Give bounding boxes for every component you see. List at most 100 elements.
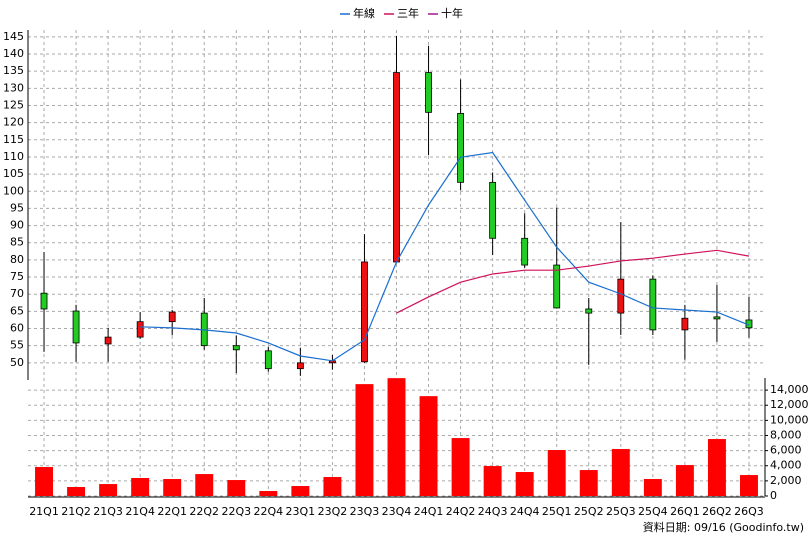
x-tick-label: 25Q2 — [574, 505, 604, 518]
legend-label: 年線 — [353, 6, 375, 20]
x-tick-label: 23Q4 — [382, 505, 412, 518]
candle-body — [713, 316, 721, 320]
volume-bar — [483, 466, 502, 496]
candle-body — [296, 362, 304, 370]
candle-body — [585, 308, 593, 314]
x-tick-label: 22Q1 — [157, 505, 187, 518]
volume-bar — [35, 467, 53, 496]
x-tick-label: 21Q4 — [125, 505, 155, 518]
candle-body — [521, 237, 529, 266]
x-tick-label: 22Q2 — [189, 505, 219, 518]
y2-tick-label: 2,000 — [770, 474, 802, 487]
candle-body — [361, 261, 368, 363]
y2-tick-label: 6,000 — [770, 444, 802, 457]
volume-bar — [195, 474, 214, 496]
y-tick-label: 85 — [10, 236, 24, 249]
volume-bar — [259, 491, 278, 496]
y2-tick-label: 12,000 — [770, 398, 808, 411]
x-tick-label: 25Q1 — [542, 505, 572, 518]
volume-bar — [611, 449, 630, 496]
volume-bar — [515, 472, 534, 496]
volume-bar — [451, 438, 470, 496]
y-tick-label: 115 — [3, 133, 24, 146]
x-tick-label: 25Q4 — [638, 505, 668, 518]
x-tick-label: 24Q4 — [510, 505, 540, 518]
volume-bar — [355, 384, 374, 496]
source-note: 資料日期: 09/16 (Goodinfo.tw) — [643, 520, 804, 534]
y2-tick-label: 0 — [770, 489, 777, 502]
volume-bar — [707, 439, 726, 496]
volume-bar — [547, 450, 566, 496]
x-tick-label: 24Q3 — [478, 505, 508, 518]
x-tick-label: 23Q2 — [318, 505, 348, 518]
y2-tick-label: 14,000 — [770, 383, 808, 396]
candle-body — [232, 345, 240, 351]
volume-bar — [675, 465, 694, 496]
y-tick-label: 55 — [10, 339, 24, 352]
candle-body — [264, 350, 272, 370]
candle-body — [136, 321, 144, 338]
y-tick-label: 65 — [10, 304, 24, 317]
legend-label: 三年 — [397, 6, 419, 20]
x-tick-label: 26Q1 — [670, 505, 700, 518]
candle-body — [681, 317, 689, 331]
candle-body — [553, 264, 561, 309]
y-tick-label: 140 — [3, 47, 24, 60]
candle-body — [425, 72, 432, 113]
legend-label: 十年 — [441, 6, 463, 20]
candle-body — [393, 72, 400, 263]
x-tick-label: 26Q3 — [734, 505, 764, 518]
candle-body — [168, 311, 176, 323]
x-tick-label: 21Q1 — [29, 505, 59, 518]
line-series — [140, 151, 750, 362]
line-series — [396, 249, 750, 314]
candle-body — [457, 112, 464, 183]
x-tick-label: 22Q4 — [253, 505, 283, 518]
volume-bar — [643, 479, 662, 496]
volume-bar — [291, 486, 310, 496]
candle-body — [489, 181, 497, 239]
volume-bar — [419, 396, 438, 496]
volume-bar — [163, 479, 182, 496]
x-tick-label: 24Q1 — [414, 505, 444, 518]
x-tick-label: 21Q2 — [61, 505, 91, 518]
y-tick-label: 100 — [3, 184, 24, 197]
y-tick-label: 130 — [3, 81, 24, 94]
candle-body — [72, 310, 80, 344]
y-tick-label: 95 — [10, 201, 24, 214]
y-tick-label: 110 — [3, 150, 24, 163]
candle-body — [649, 278, 657, 331]
x-tick-label: 24Q2 — [446, 505, 476, 518]
volume-bar — [227, 480, 246, 496]
volume-bar — [99, 484, 118, 496]
volume-bar — [67, 486, 86, 496]
y-tick-label: 75 — [10, 270, 24, 283]
y-tick-label: 125 — [3, 98, 24, 111]
y-tick-label: 145 — [3, 30, 24, 43]
x-tick-label: 23Q3 — [350, 505, 380, 518]
volume-bar — [387, 378, 406, 496]
volume-bar — [579, 470, 598, 496]
volume-bar — [323, 477, 342, 496]
y-tick-label: 70 — [10, 287, 24, 300]
y-tick-label: 135 — [3, 64, 24, 77]
y-tick-label: 50 — [10, 356, 24, 369]
candle-body — [40, 292, 48, 310]
x-tick-label: 23Q1 — [286, 505, 316, 518]
x-tick-label: 21Q3 — [93, 505, 123, 518]
candle-body — [104, 336, 112, 345]
x-tick-label: 26Q2 — [702, 505, 732, 518]
x-tick-label: 25Q3 — [606, 505, 636, 518]
y2-tick-label: 4,000 — [770, 459, 802, 472]
candle-body — [617, 278, 625, 314]
y2-tick-label: 10,000 — [770, 413, 808, 426]
y-tick-label: 60 — [10, 322, 24, 335]
y-tick-label: 120 — [3, 116, 24, 129]
volume-bar — [131, 477, 150, 496]
y-tick-label: 90 — [10, 219, 24, 232]
volume-bar — [740, 475, 758, 496]
y2-tick-label: 8,000 — [770, 428, 802, 441]
x-tick-label: 22Q3 — [221, 505, 251, 518]
y-tick-label: 105 — [3, 167, 24, 180]
